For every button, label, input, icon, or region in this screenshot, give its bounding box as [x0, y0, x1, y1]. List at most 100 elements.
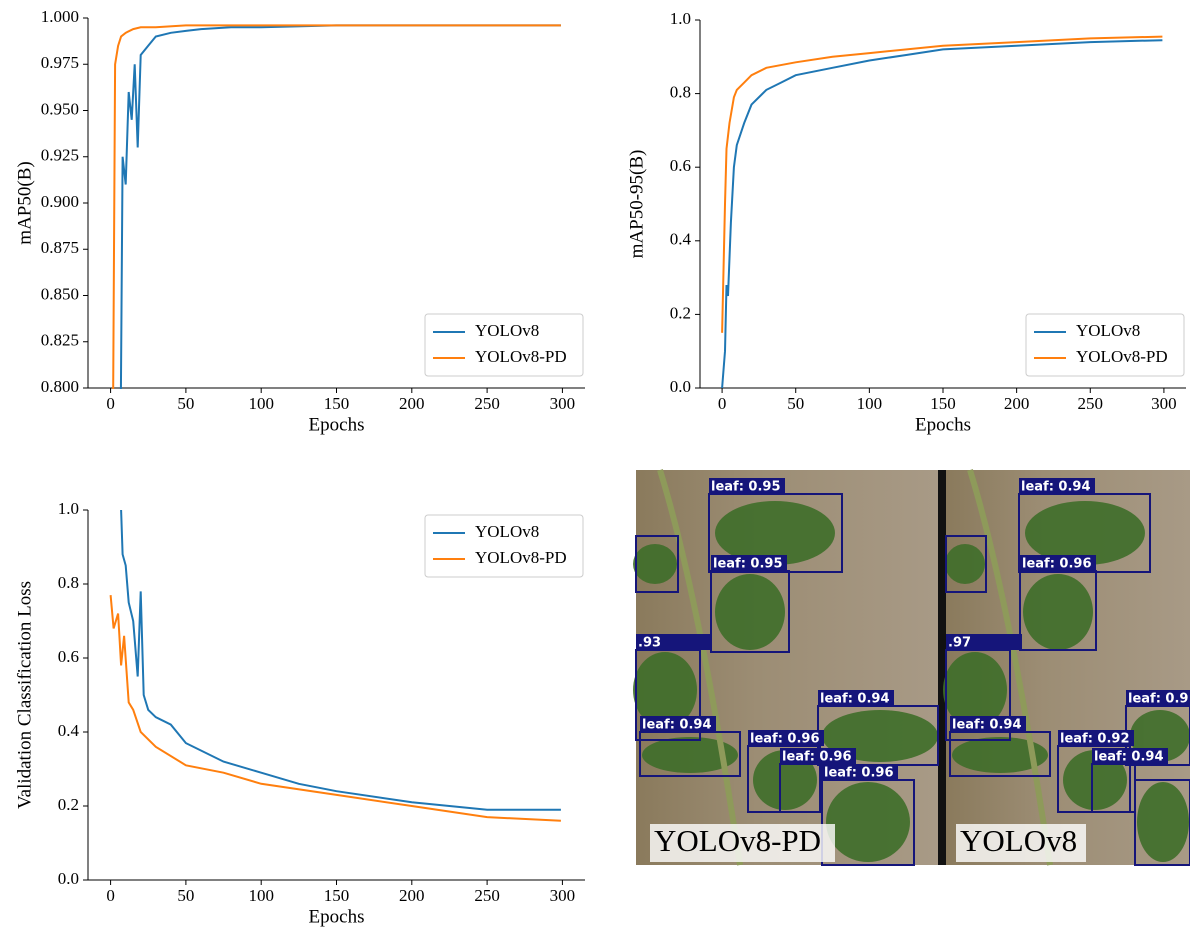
x-tick-label: 300	[550, 394, 576, 413]
series-line	[109, 595, 561, 822]
y-tick-label: 0.875	[41, 238, 79, 257]
detection-label: leaf: 0.95	[713, 557, 783, 572]
detection-label: leaf: 0.96	[824, 766, 894, 781]
detection-box	[945, 535, 987, 593]
legend-label: YOLOv8-PD	[475, 347, 567, 366]
label-bg	[1126, 690, 1190, 706]
y-tick-label: 0.2	[670, 303, 691, 322]
label-bg	[946, 634, 1022, 650]
x-tick-label: 200	[1004, 394, 1030, 413]
detection-label: leaf: 0.96	[782, 750, 852, 765]
chart: 0.800 0.825 0.850 0.875 0.900 0.925 0.950 0.975…	[14, 7, 585, 435]
x-tick-label: 0	[106, 394, 115, 413]
y-tick-label: 0.925	[41, 146, 79, 165]
detection-label: leaf: 0.94	[642, 718, 712, 733]
x-tick-label: 300	[1151, 394, 1177, 413]
y-tick-label: 0.850	[41, 284, 79, 303]
detections: leaf: 0.95 leaf: 0.95 .93 leaf: 0.94 leaf: 0…	[635, 478, 1190, 866]
photo-panel	[633, 469, 1190, 866]
label-bg	[636, 634, 712, 650]
detection-label: leaf: 0.96	[750, 732, 820, 747]
label-bg	[950, 716, 1026, 732]
x-axis-label: Epochs	[915, 414, 971, 435]
y-tick-label: 0.2	[58, 795, 79, 814]
label-bg	[822, 764, 898, 780]
label-bg	[818, 690, 894, 706]
y-tick-label: 0.975	[41, 53, 79, 72]
detection-label: leaf: 0.94	[952, 718, 1022, 733]
x-tick-label: 50	[177, 886, 194, 905]
detection-label: leaf: 0.94	[1021, 480, 1091, 495]
y-tick-label: 0.950	[41, 99, 79, 118]
legend-label: YOLOv8	[1076, 321, 1140, 340]
label-bg	[1019, 478, 1095, 494]
chart: 0.0 0.2 0.4 0.6 0.8 1.0 0 50 100 150 200 250 300 Epoc…	[14, 499, 585, 927]
x-tick-label: 150	[324, 394, 350, 413]
series-line	[112, 24, 561, 389]
caption: YOLOv8	[960, 823, 1077, 858]
label-bg	[711, 555, 787, 571]
x-tick-label: 0	[106, 886, 115, 905]
detection-label: .97	[948, 636, 971, 651]
detection-box	[635, 535, 679, 593]
y-tick-label: 0.900	[41, 192, 79, 211]
label-bg	[709, 478, 785, 494]
detection-label: leaf: 0.94	[1094, 750, 1164, 765]
detection-label: leaf: 0.95	[711, 480, 781, 495]
label-bg	[780, 748, 856, 764]
detection-label: leaf: 0.9	[1128, 692, 1188, 707]
x-tick-label: 150	[324, 886, 350, 905]
y-tick-label: 0.4	[58, 721, 80, 740]
caption: YOLOv8-PD	[654, 823, 821, 858]
y-tick-label: 1.0	[670, 9, 691, 28]
label-bg	[1020, 555, 1096, 571]
y-axis-label: Validation Classification Loss	[14, 581, 35, 809]
y-tick-label: 1.0	[58, 499, 79, 518]
legend-box	[424, 313, 584, 377]
x-tick-label: 0	[718, 394, 727, 413]
y-tick-label: 0.8	[670, 83, 691, 102]
x-axis-label: Epochs	[309, 906, 365, 927]
y-tick-label: 1.000	[41, 7, 79, 26]
leaves	[633, 501, 1190, 862]
x-tick-label: 250	[474, 886, 500, 905]
series-line	[721, 39, 1163, 389]
y-tick-label: 0.800	[41, 377, 79, 396]
x-tick-label: 200	[399, 394, 425, 413]
legend-box	[424, 514, 584, 578]
detection-box	[1134, 779, 1190, 866]
y-tick-label: 0.0	[670, 377, 691, 396]
x-tick-label: 200	[399, 886, 425, 905]
y-tick-label: 0.8	[58, 573, 79, 592]
x-tick-label: 250	[1078, 394, 1104, 413]
x-tick-label: 50	[177, 394, 194, 413]
x-tick-label: 150	[930, 394, 956, 413]
x-tick-label: 300	[550, 886, 576, 905]
x-tick-label: 50	[787, 394, 804, 413]
x-tick-label: 100	[248, 394, 274, 413]
y-tick-label: 0.6	[670, 156, 691, 175]
y-tick-label: 0.0	[58, 869, 79, 888]
chart: 0.0 0.2 0.4 0.6 0.8 1.0 0 50 100 150 200 250 300 Epoc…	[626, 9, 1186, 435]
legend-box	[1025, 313, 1185, 377]
y-axis-label: mAP50-95(B)	[626, 150, 647, 259]
series-line	[721, 35, 1163, 333]
series-line	[119, 24, 561, 389]
series-line	[120, 509, 561, 811]
detection-label: .93	[638, 636, 661, 651]
y-axis-label: mAP50(B)	[14, 161, 35, 244]
y-tick-label: 0.6	[58, 647, 79, 666]
x-tick-label: 100	[857, 394, 883, 413]
detection-label: leaf: 0.92	[1060, 732, 1130, 747]
y-tick-label: 0.825	[41, 331, 79, 350]
label-bg	[1092, 748, 1168, 764]
caption-bg	[956, 824, 1086, 862]
y-tick-label: 0.4	[670, 230, 692, 249]
x-tick-label: 250	[474, 394, 500, 413]
stem	[657, 469, 1053, 866]
legend-label: YOLOv8-PD	[475, 548, 567, 567]
x-tick-label: 100	[248, 886, 274, 905]
legend-label: YOLOv8	[475, 321, 539, 340]
detection-label: leaf: 0.94	[820, 692, 890, 707]
